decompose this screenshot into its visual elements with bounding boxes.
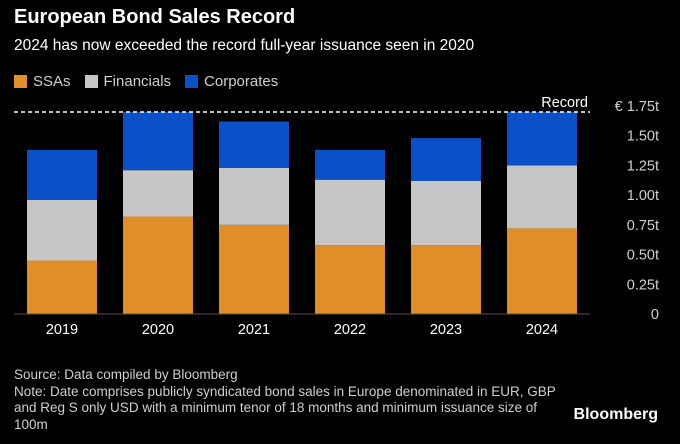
chart-subtitle: 2024 has now exceeded the record full-ye…	[14, 37, 475, 54]
y-tick-label-1_25: 1.25t	[627, 158, 659, 174]
chart-footer: Source: Data compiled by Bloomberg Note:…	[14, 367, 574, 433]
bar-corporates-2022	[315, 149, 385, 180]
bar-financials-2024	[507, 165, 577, 229]
legend-swatch-ssas	[14, 75, 27, 88]
bloomberg-logo: Bloomberg	[573, 406, 658, 423]
legend-label-ssas: SSAs	[33, 73, 71, 90]
bar-ssas-2024	[507, 228, 577, 314]
legend-item-financials: Financials	[84, 73, 172, 90]
x-tick-label-2020: 2020	[142, 322, 174, 338]
bar-financials-2022	[315, 179, 385, 246]
x-tick-label-2022: 2022	[334, 322, 366, 338]
y-tick-label-0_25: 0.25t	[627, 277, 659, 293]
bar-corporates-2024	[507, 111, 577, 166]
source-note: Source: Data compiled by Bloomberg	[14, 367, 238, 382]
bar-ssas-2023	[411, 245, 481, 314]
bar-financials-2023	[411, 180, 481, 246]
legend-item-corporates: Corporates	[185, 73, 278, 90]
bar-corporates-2021	[219, 121, 289, 168]
legend-swatch-financials	[84, 75, 98, 88]
legend-item-ssas: SSAs	[14, 73, 71, 90]
legend-swatch-corporates	[185, 75, 199, 88]
bar-corporates-2023	[411, 138, 481, 181]
bar-ssas-2022	[315, 245, 385, 314]
y-tick-label-1_5: 1.50t	[627, 129, 659, 145]
y-tick-label-0: 0	[651, 307, 659, 323]
legend-label-corporates: Corporates	[204, 73, 279, 90]
y-tick-label-0_75: 0.75t	[627, 218, 659, 234]
legend-label-financials: Financials	[103, 73, 172, 90]
y-tick-label-1_75: € 1.75t	[615, 99, 659, 115]
y-tick-label-0_5: 0.50t	[627, 248, 659, 264]
bar-ssas-2019	[27, 260, 97, 314]
y-tick-label-1: 1.00t	[627, 188, 659, 204]
bar-corporates-2019	[27, 149, 97, 200]
record-label: Record	[541, 95, 588, 111]
bar-ssas-2021	[219, 224, 289, 314]
x-tick-label-2024: 2024	[526, 322, 558, 338]
methodology-note: Note: Date comprises publicly syndicated…	[14, 383, 556, 432]
bar-financials-2020	[123, 170, 193, 217]
bar-corporates-2020	[123, 111, 193, 171]
x-tick-label-2019: 2019	[46, 322, 78, 338]
chart-legend: SSAs Financials Corporates	[14, 73, 278, 90]
bar-ssas-2020	[123, 216, 193, 314]
chart-title: European Bond Sales Record	[14, 6, 296, 28]
x-tick-label-2023: 2023	[430, 322, 462, 338]
bar-financials-2019	[27, 199, 97, 261]
x-tick-label-2021: 2021	[238, 322, 270, 338]
bar-financials-2021	[219, 167, 289, 225]
